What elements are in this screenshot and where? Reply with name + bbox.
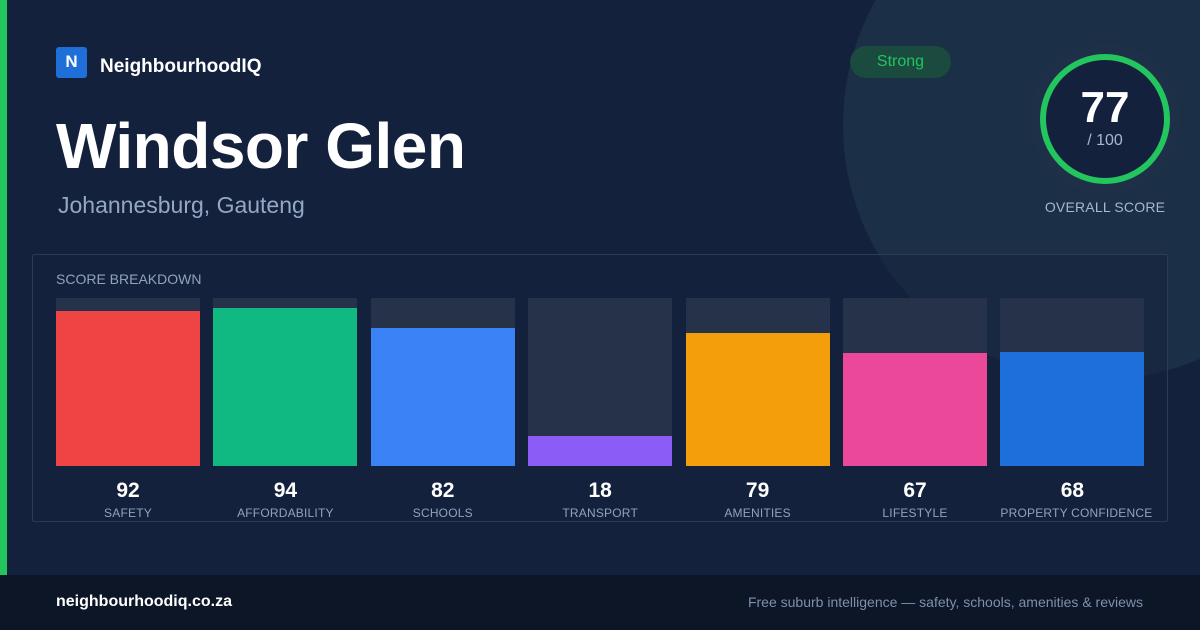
- score-column-safety: 92 SAFETY: [56, 298, 200, 523]
- bar: [56, 311, 200, 466]
- bar-label: SCHOOLS: [412, 506, 473, 520]
- accent-bar: [0, 0, 7, 575]
- bar: [685, 333, 830, 466]
- bar-value: 82: [431, 479, 455, 502]
- score-column-lifestyle: 67 LIFESTYLE: [843, 298, 987, 523]
- bar-track: [370, 298, 515, 466]
- bar-track: [1000, 298, 1145, 466]
- bar-label: SAFETY: [104, 506, 152, 520]
- bar-track: [843, 298, 987, 466]
- bar-track: [213, 298, 358, 466]
- bar-value: 68: [1060, 479, 1085, 502]
- footer-url[interactable]: neighbourhoodiq.co.za: [56, 593, 232, 610]
- breakdown-title: SCORE BREAKDOWN: [56, 271, 202, 287]
- suburb-title: Windsor Glen: [56, 110, 466, 182]
- bar-value: 67: [903, 479, 927, 502]
- bar-track: [56, 298, 200, 466]
- bar-value: 94: [273, 479, 298, 502]
- score-column-amenities: 79 AMENITIES: [685, 298, 830, 523]
- bar: [370, 328, 515, 466]
- bar: [528, 435, 673, 466]
- bar-label: AFFORDABILITY: [237, 506, 334, 520]
- bar-label: LIFESTYLE: [882, 506, 948, 520]
- bar: [843, 353, 987, 466]
- bar-label: PROPERTY CONFIDENCE: [1000, 506, 1153, 520]
- bar-value: 79: [745, 479, 770, 502]
- score-ring-progress: [1040, 54, 1170, 184]
- bar-label: TRANSPORT: [562, 506, 638, 520]
- bar-track: [528, 298, 673, 466]
- score-ring-inner: [1043, 57, 1167, 181]
- bar-value: 18: [588, 479, 612, 502]
- score-ring: [1030, 44, 1180, 194]
- suburb-location: Johannesburg, Gauteng: [58, 192, 305, 218]
- overall-score-value: 77: [1080, 83, 1130, 132]
- brand-name: NeighbourhoodIQ: [100, 56, 262, 77]
- brand[interactable]: N NeighbourhoodIQ: [56, 46, 261, 78]
- bar-label: AMENITIES: [724, 506, 791, 520]
- bar: [1000, 351, 1145, 466]
- bar: [213, 308, 358, 466]
- footer-tagline: Free suburb intelligence — safety, schoo…: [747, 594, 1143, 610]
- brand-logo-icon: N: [56, 46, 87, 78]
- overall-score-max: / 100: [1087, 132, 1123, 149]
- bar-track: [685, 298, 830, 466]
- bar-value: 92: [116, 479, 140, 502]
- score-column-transport: 18 TRANSPORT: [528, 298, 673, 523]
- overall-score-caption: OVERALL SCORE: [1044, 199, 1166, 215]
- score-column-property-confidence: 68 PROPERTY CONFIDENCE: [1000, 298, 1153, 523]
- status-badge: Strong: [850, 46, 951, 78]
- footer: neighbourhoodiq.co.za Free suburb intell…: [0, 575, 1200, 630]
- score-column-schools: 82 SCHOOLS: [370, 298, 515, 523]
- score-column-affordability: 94 AFFORDABILITY: [213, 298, 358, 523]
